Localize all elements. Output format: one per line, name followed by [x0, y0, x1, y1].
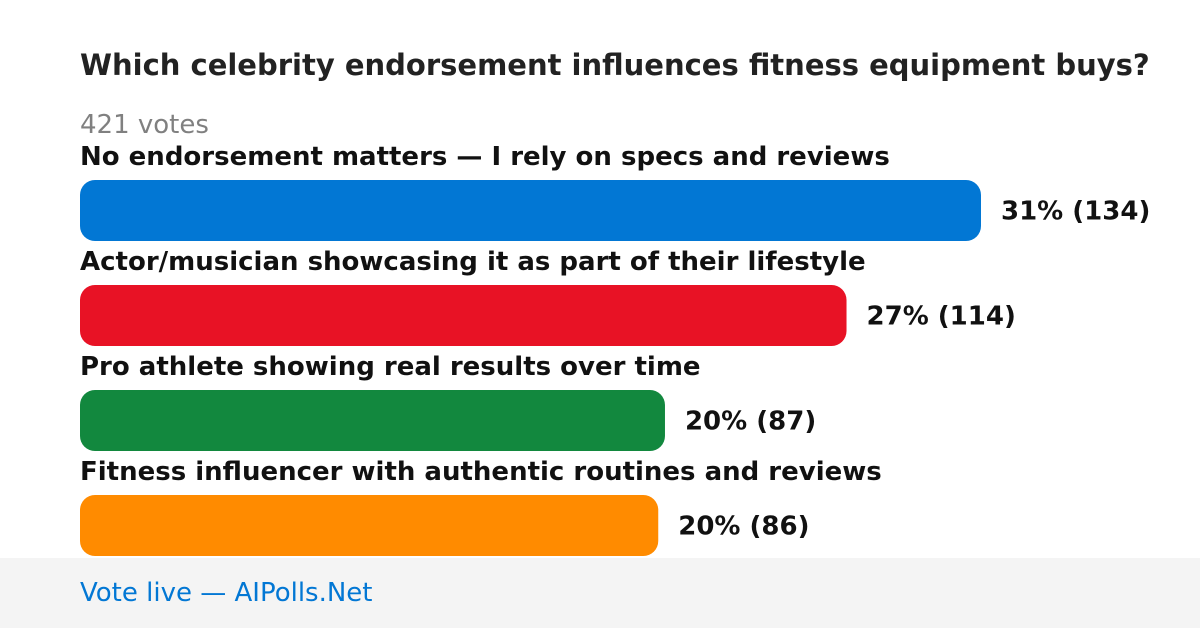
option-label: No endorsement matters — I rely on specs…: [80, 142, 890, 172]
vote-live-link[interactable]: Vote live — AIPolls.Net: [80, 578, 373, 608]
result-value-label: 31% (134): [1001, 197, 1150, 227]
poll-question: Which celebrity endorsement influences f…: [80, 48, 1150, 82]
result-bar: [80, 495, 659, 556]
vote-count: 421 votes: [80, 110, 209, 140]
footer-bar: Vote live — AIPolls.Net: [0, 558, 1200, 628]
result-bar: [80, 390, 665, 451]
result-bar: [80, 285, 847, 346]
result-bar: [80, 180, 981, 241]
result-value-label: 27% (114): [867, 302, 1016, 332]
option-label: Actor/musician showcasing it as part of …: [80, 247, 866, 277]
result-value-label: 20% (87): [685, 407, 816, 437]
result-value-label: 20% (86): [678, 512, 809, 542]
option-label: Pro athlete showing real results over ti…: [80, 352, 701, 382]
option-label: Fitness influencer with authentic routin…: [80, 457, 882, 487]
